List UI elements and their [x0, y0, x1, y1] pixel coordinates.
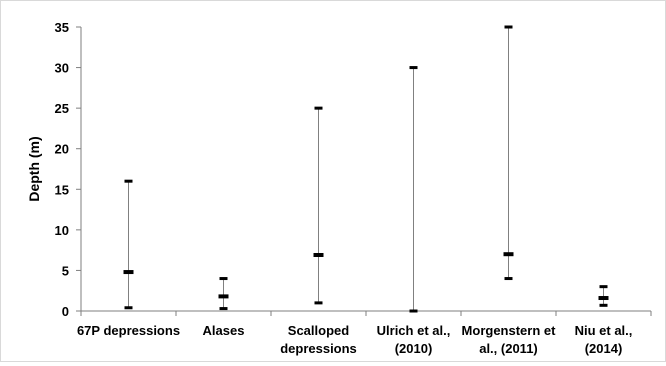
x-category-label: Morgenstern et — [462, 323, 557, 338]
x-category-label: (2014) — [585, 341, 623, 356]
y-tick-label: 0 — [62, 304, 69, 319]
y-tick-label: 15 — [55, 182, 69, 197]
y-axis-title: Depth (m) — [26, 136, 42, 201]
x-category-label: Scalloped — [288, 323, 349, 338]
x-category-label: 67P depressions — [77, 323, 180, 338]
y-tick-label: 25 — [55, 101, 69, 116]
y-tick-label: 20 — [55, 142, 69, 157]
x-category-label: depressions — [280, 341, 357, 356]
x-category-label: Alases — [203, 323, 245, 338]
x-category-label: al., (2011) — [479, 341, 538, 356]
y-tick-label: 30 — [55, 61, 69, 76]
y-tick-label: 35 — [55, 20, 69, 35]
y-tick-label: 10 — [55, 223, 69, 238]
y-tick-label: 5 — [62, 263, 69, 278]
x-category-label: Ulrich et al., — [377, 323, 451, 338]
x-category-label: Niu et al., — [575, 323, 633, 338]
x-category-label: (2010) — [395, 341, 433, 356]
